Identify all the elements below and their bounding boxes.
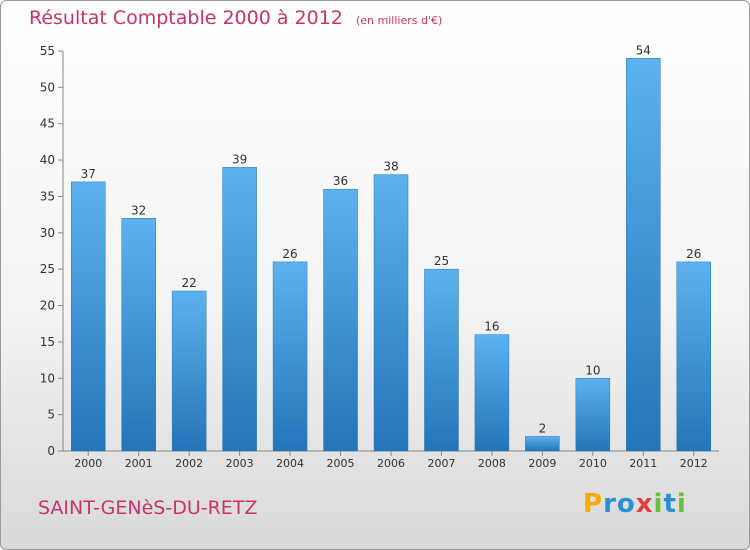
x-tick-label: 2005 bbox=[327, 457, 355, 470]
bar bbox=[525, 436, 560, 452]
logo-letter: i bbox=[676, 489, 687, 519]
x-tick-label: 2009 bbox=[528, 457, 556, 470]
bar-value-label: 10 bbox=[585, 363, 600, 377]
bar bbox=[171, 290, 207, 452]
proxiti-logo[interactable]: Proxiti bbox=[583, 489, 687, 519]
y-tick-label: 30 bbox=[40, 226, 55, 240]
bar bbox=[676, 261, 712, 452]
y-tick-label: 10 bbox=[40, 371, 55, 385]
y-tick-label: 35 bbox=[40, 189, 55, 203]
bar bbox=[121, 218, 156, 452]
bar bbox=[272, 261, 308, 452]
bars: 37 32 22 39 26 36 38 25 16 2 10 54 26 bbox=[70, 43, 712, 452]
y-tick-label: 45 bbox=[40, 117, 55, 131]
bar-value-label: 36 bbox=[333, 174, 348, 188]
x-tick-label: 2003 bbox=[226, 457, 254, 470]
x-tick-label: 2002 bbox=[175, 457, 203, 470]
y-tick-label: 25 bbox=[40, 262, 55, 276]
x-tick-label: 2004 bbox=[276, 457, 304, 470]
bar-value-label: 2 bbox=[539, 421, 547, 435]
y-tick-label: 50 bbox=[40, 80, 55, 94]
bar-value-label: 54 bbox=[636, 43, 651, 57]
bar-value-label: 37 bbox=[81, 167, 96, 181]
bar bbox=[323, 188, 358, 452]
x-tick-label: 2007 bbox=[427, 457, 455, 470]
bar-value-label: 38 bbox=[383, 160, 398, 174]
bar bbox=[424, 268, 459, 452]
y-tick-label: 55 bbox=[40, 44, 55, 58]
y-tick-label: 20 bbox=[40, 299, 55, 313]
logo-letter: o bbox=[616, 489, 636, 519]
bar bbox=[626, 58, 661, 452]
logo-letter: i bbox=[653, 489, 664, 519]
y-tick-label: 40 bbox=[40, 153, 55, 167]
bar-value-label: 22 bbox=[182, 276, 197, 290]
bar bbox=[70, 181, 106, 452]
chart-title: Résultat Comptable 2000 à 2012 bbox=[29, 7, 343, 29]
x-tick-label: 2006 bbox=[377, 457, 405, 470]
y-tick-label: 0 bbox=[47, 444, 55, 458]
commune-name: SAINT-GENèS-DU-RETZ bbox=[38, 497, 258, 519]
logo-letter: t bbox=[663, 489, 677, 519]
y-tick-label: 5 bbox=[47, 408, 55, 422]
bar bbox=[575, 378, 611, 452]
bar-value-label: 39 bbox=[232, 152, 247, 166]
y-tick-label: 15 bbox=[40, 335, 55, 349]
chart-subtitle: (en milliers d'€) bbox=[355, 14, 443, 27]
bar bbox=[373, 174, 409, 452]
x-tick-label: 2001 bbox=[125, 457, 153, 470]
bar-value-label: 16 bbox=[484, 320, 499, 334]
bar-value-label: 32 bbox=[131, 203, 146, 217]
title-row: Résultat Comptable 2000 à 2012 (en milli… bbox=[29, 7, 442, 29]
bar bbox=[474, 334, 510, 452]
x-tick-label: 2008 bbox=[478, 457, 506, 470]
bar-value-label: 26 bbox=[686, 247, 701, 261]
bar-value-label: 26 bbox=[282, 247, 297, 261]
x-tick-label: 2011 bbox=[629, 457, 657, 470]
x-tick-label: 2010 bbox=[579, 457, 607, 470]
logo-letter: P bbox=[583, 489, 604, 519]
logo-letter: x bbox=[635, 489, 654, 519]
x-tick-label: 2000 bbox=[74, 457, 102, 470]
bar-value-label: 25 bbox=[434, 254, 449, 268]
logo-letter: r bbox=[603, 489, 617, 519]
bar bbox=[222, 167, 257, 452]
x-tick-label: 2012 bbox=[680, 457, 708, 470]
